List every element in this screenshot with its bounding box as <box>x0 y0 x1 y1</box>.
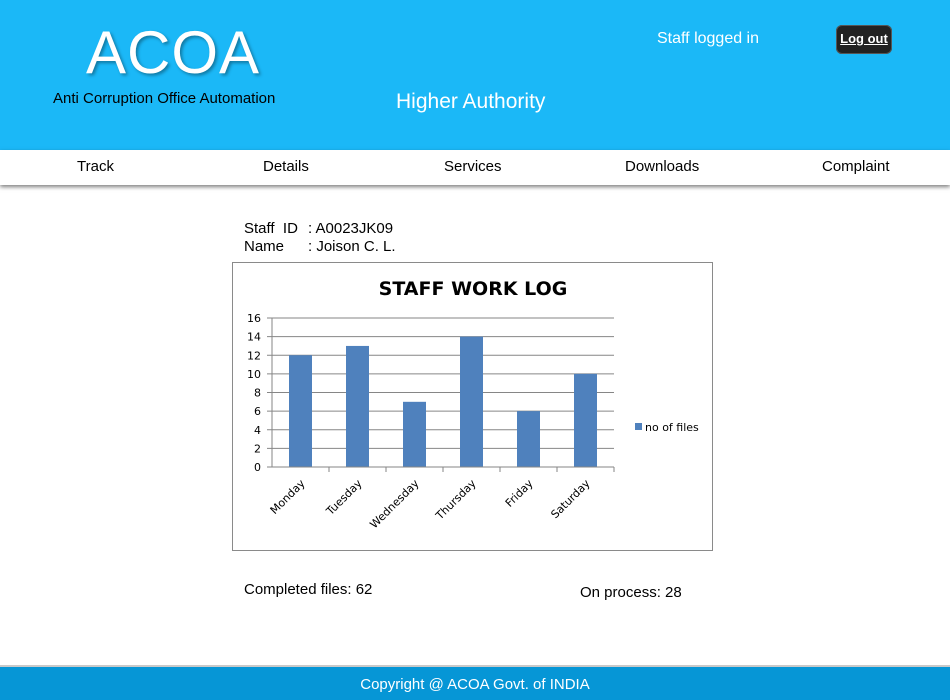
x-tick-label: Thursday <box>433 477 479 523</box>
y-tick-label: 6 <box>254 405 261 418</box>
x-tick-label: Friday <box>503 477 536 510</box>
main-nav: Track Details Services Downloads Complai… <box>0 150 950 185</box>
y-tick-label: 2 <box>254 442 261 455</box>
x-tick-label: Saturday <box>548 477 593 522</box>
staff-name-value: : Joison C. L. <box>308 238 396 255</box>
legend-label: no of files <box>645 421 699 434</box>
staff-name-label: Name <box>244 238 285 255</box>
bar <box>460 336 483 467</box>
y-tick-label: 12 <box>247 349 261 362</box>
chart-canvas: STAFF WORK LOG 0 2 4 6 8 10 12 14 16 Monday Tuesda… <box>247 278 699 532</box>
nav-track[interactable]: Track <box>77 158 114 175</box>
x-tick-label: Monday <box>268 477 308 517</box>
bar <box>574 373 597 467</box>
bar <box>289 355 312 467</box>
completed-files: Completed files: 62 <box>244 581 373 598</box>
header-banner: ACOA Anti Corruption Office Automation H… <box>0 0 950 150</box>
bar <box>346 345 369 467</box>
y-tick-label: 14 <box>247 331 261 344</box>
work-log-chart: STAFF WORK LOG 0 2 4 6 8 10 12 14 16 Monday Tuesda… <box>232 262 713 551</box>
y-tick-label: 4 <box>254 424 261 437</box>
staff-id-row: Staff ID : A0023JK09 <box>244 220 393 237</box>
y-tick-label: 16 <box>247 312 261 325</box>
bar <box>403 401 426 467</box>
y-tick-label: 8 <box>254 387 261 400</box>
site-tagline: Anti Corruption Office Automation <box>53 90 276 107</box>
login-status: Staff logged in <box>657 30 760 47</box>
site-logo: ACOA <box>86 19 261 86</box>
legend-swatch <box>635 423 642 430</box>
role-title: Higher Authority <box>396 90 546 113</box>
on-process-files: On process: 28 <box>580 584 682 601</box>
footer: Copyright @ ACOA Govt. of INDIA <box>0 665 950 700</box>
footer-copyright: Copyright @ ACOA Govt. of INDIA <box>360 676 590 693</box>
nav-downloads[interactable]: Downloads <box>625 158 700 175</box>
nav-complaint[interactable]: Complaint <box>822 158 890 175</box>
logout-button[interactable]: Log out <box>836 25 892 54</box>
x-tick-label: Tuesday <box>323 477 365 519</box>
staff-id-label: Staff ID <box>244 220 298 237</box>
y-tick-label: 0 <box>254 461 261 474</box>
nav-services[interactable]: Services <box>444 158 502 175</box>
nav-details[interactable]: Details <box>263 158 309 175</box>
chart-title: STAFF WORK LOG <box>379 278 568 300</box>
staff-id-value: : A0023JK09 <box>308 220 394 237</box>
bar <box>517 411 540 467</box>
x-tick-label: Wednesday <box>367 477 422 532</box>
y-tick-label: 10 <box>247 368 261 381</box>
staff-name-row: Name : Joison C. L. <box>244 238 396 255</box>
